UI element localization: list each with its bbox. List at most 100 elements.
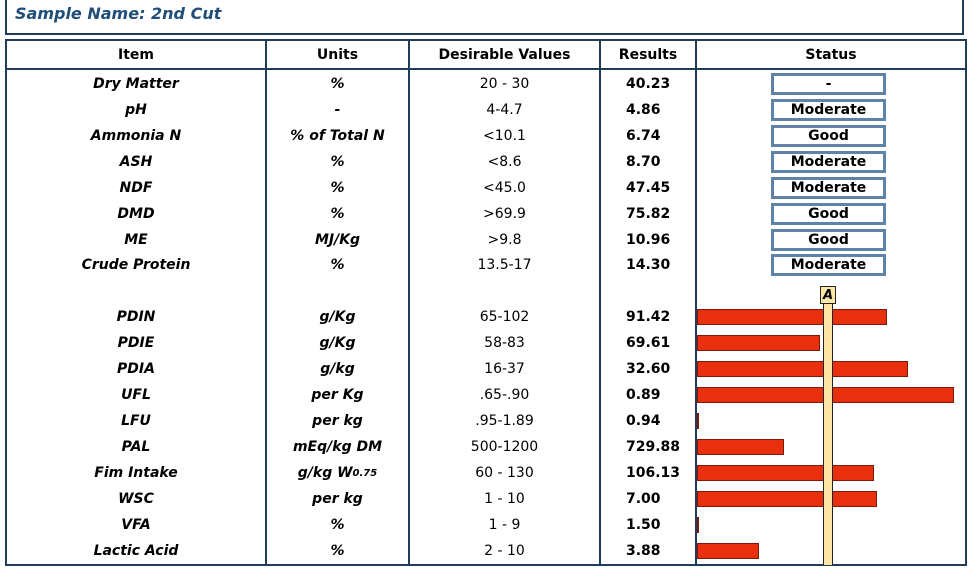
row-result: 6.74 (626, 128, 661, 144)
column-header-item: Item (118, 47, 154, 63)
column-header-units: Units (316, 47, 359, 63)
row-desirable: 1 - 9 (488, 517, 521, 533)
row-desirable: 20 - 30 (479, 76, 530, 92)
row-result: 1.50 (626, 517, 661, 533)
row-item: Ammonia N (90, 128, 182, 144)
column-divider (408, 39, 410, 566)
row-item: NDF (119, 180, 153, 196)
row-result: 47.45 (626, 180, 671, 196)
row-result: 75.82 (626, 206, 671, 222)
row-desirable: 4-4.7 (486, 102, 523, 118)
row-item: PDIA (117, 361, 155, 377)
row-units: per kg (312, 491, 363, 507)
row-item: WSC (118, 491, 154, 507)
sample-header: Sample Name: 2nd Cut (5, 0, 964, 35)
row-units: % (330, 517, 345, 533)
row-result: 3.88 (626, 543, 661, 559)
row-desirable: 65-102 (479, 309, 530, 325)
row-units-exponent: 0.75 (352, 467, 378, 479)
row-result: 729.88 (626, 439, 681, 455)
result-bar (697, 361, 908, 377)
row-result: 69.61 (626, 335, 671, 351)
reference-scale-label: A (820, 286, 836, 304)
row-desirable: 13.5-17 (477, 257, 532, 273)
row-result: 7.00 (626, 491, 661, 507)
row-item: DMD (117, 206, 155, 222)
row-item: Fim Intake (94, 465, 178, 481)
column-divider (599, 39, 601, 566)
row-item: pH (125, 102, 147, 118)
row-units: per kg (312, 413, 363, 429)
row-result: 32.60 (626, 361, 671, 377)
row-result: 106.13 (626, 465, 681, 481)
row-units: % (330, 543, 345, 559)
row-units: % (330, 154, 345, 170)
column-header-desirable: Desirable Values (438, 47, 571, 63)
column-divider (265, 39, 267, 566)
status-badge: Good (771, 125, 886, 147)
row-units: g/Kg (319, 309, 356, 325)
row-desirable: 58-83 (484, 335, 525, 351)
row-item: VFA (121, 517, 151, 533)
row-desirable: 500-1200 (470, 439, 539, 455)
row-desirable: >9.8 (487, 232, 522, 248)
reference-scale-band (823, 289, 833, 565)
row-units: % (330, 76, 345, 92)
row-desirable: >69.9 (483, 206, 526, 222)
analysis-table (5, 39, 967, 566)
row-units: % (330, 206, 345, 222)
status-badge: Moderate (771, 177, 886, 199)
row-result: 91.42 (626, 309, 671, 325)
row-desirable: .65-.90 (479, 387, 530, 403)
row-result: 10.96 (626, 232, 671, 248)
sample-name-title: Sample Name: 2nd Cut (15, 4, 222, 23)
result-bar (697, 543, 759, 559)
status-badge: - (771, 73, 886, 95)
row-units: per Kg (311, 387, 364, 403)
status-badge: Good (771, 229, 886, 251)
column-header-results: Results (618, 47, 678, 63)
result-bar (697, 491, 877, 507)
row-item: Crude Protein (81, 257, 191, 273)
row-desirable: 60 - 130 (475, 465, 534, 481)
row-result: 8.70 (626, 154, 661, 170)
row-result: 14.30 (626, 257, 671, 273)
row-result: 0.89 (626, 387, 661, 403)
status-badge: Moderate (771, 151, 886, 173)
row-desirable: <10.1 (483, 128, 526, 144)
status-badge: Moderate (771, 99, 886, 121)
row-units-base: g/kg W (297, 465, 353, 481)
row-item: UFL (121, 387, 151, 403)
result-bar (697, 465, 874, 481)
row-desirable: 2 - 10 (484, 543, 525, 559)
row-item: PAL (121, 439, 151, 455)
status-badge: Moderate (771, 254, 886, 276)
result-bar (697, 309, 887, 325)
row-item: ASH (119, 154, 153, 170)
row-units: % of Total N (290, 128, 385, 144)
row-item: PDIE (117, 335, 155, 351)
row-item: LFU (121, 413, 151, 429)
result-bar (697, 439, 784, 455)
row-units: - (334, 102, 341, 118)
row-units: g/Kg (319, 335, 356, 351)
row-units: g/kg (320, 361, 355, 377)
row-desirable: <8.6 (487, 154, 522, 170)
result-bar (697, 335, 820, 351)
column-divider (695, 39, 697, 566)
row-units: % (330, 180, 345, 196)
row-units: mEq/kg DM (292, 439, 383, 455)
row-units: g/kg W 0.75 (267, 460, 408, 486)
row-desirable: 16-37 (484, 361, 525, 377)
row-result: 0.94 (626, 413, 661, 429)
result-bar (697, 517, 699, 533)
row-item: Lactic Acid (93, 543, 179, 559)
row-units: MJ/Kg (314, 232, 361, 248)
column-header-status: Status (805, 47, 857, 63)
row-desirable: <45.0 (483, 180, 526, 196)
result-bar (697, 413, 699, 429)
row-units: % (330, 257, 345, 273)
row-result: 4.86 (626, 102, 661, 118)
row-desirable: .95-1.89 (475, 413, 534, 429)
status-badge: Good (771, 203, 886, 225)
